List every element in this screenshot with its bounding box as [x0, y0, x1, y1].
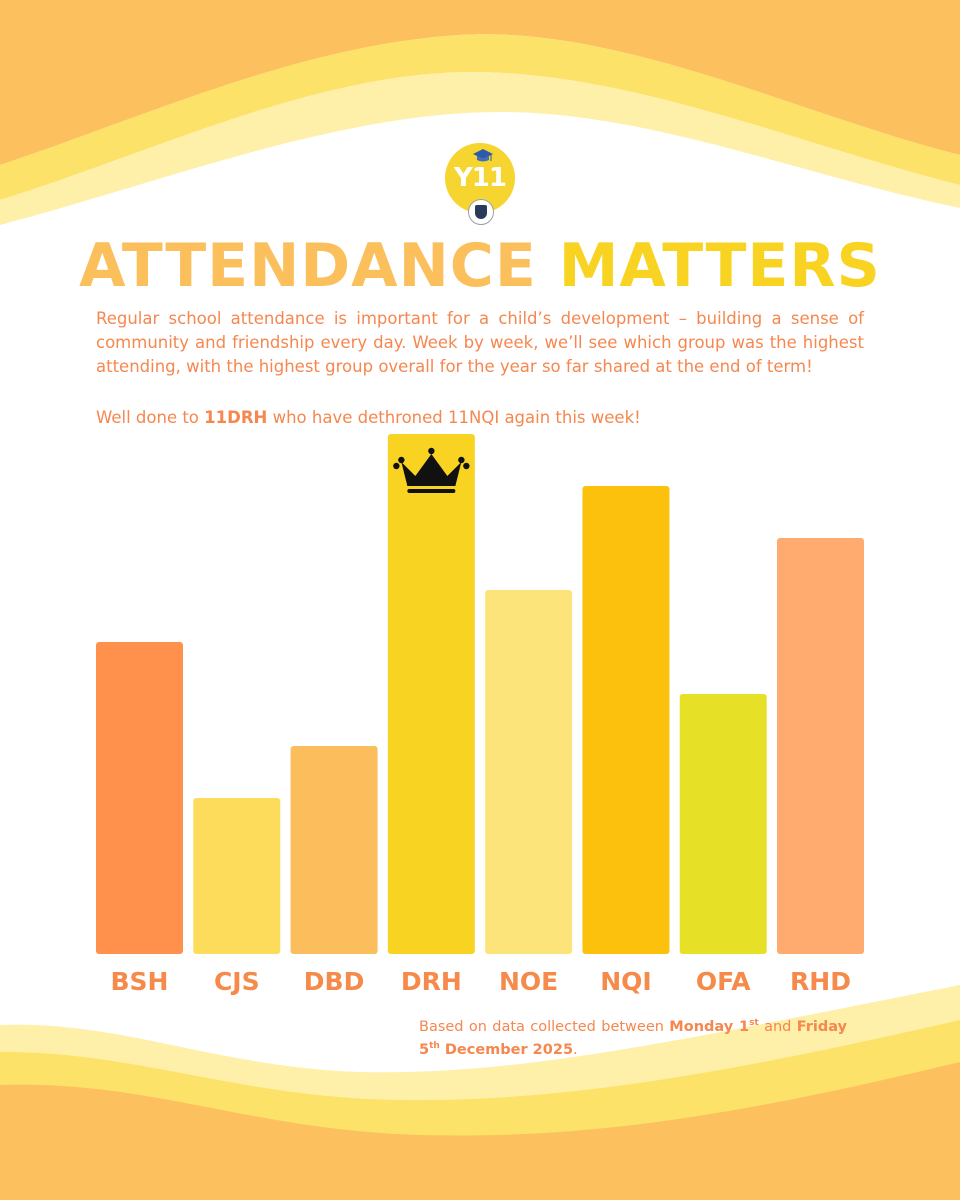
intro-paragraph: Regular school attendance is important f… [96, 309, 864, 376]
x-label-rhd: RHD [790, 967, 851, 996]
x-label-dbd: DBD [304, 967, 365, 996]
footnote-end: . [573, 1042, 578, 1058]
page-title: ATTENDANCE MATTERS [0, 228, 960, 304]
bar-bsh [96, 642, 183, 954]
x-label-drh: DRH [401, 967, 462, 996]
footnote-start-suffix: st [749, 1018, 759, 1028]
bar-drh [387, 434, 475, 954]
footnote-end-rest: December 2025 [439, 1042, 574, 1058]
footnote-text-1: Based on data collected between [419, 1019, 670, 1035]
attendance-bar-chart: BSH CJS DBD DRH NOE NQI OFA RHD [96, 434, 864, 996]
highlight-suffix: who have dethroned 11NQI again this week… [267, 408, 641, 427]
footnote-start-date: Monday 1st [669, 1018, 759, 1036]
highlight-line: Well done to 11DRH who have dethroned 11… [96, 406, 864, 430]
footnote-text-2: and [758, 1019, 797, 1035]
logo-text: Y11 [453, 163, 507, 193]
top-wave-dark [0, 0, 960, 165]
title-part-attendance: ATTENDANCE [79, 231, 537, 301]
top-wave-mid [0, 34, 960, 201]
graduation-cap-icon [473, 149, 493, 162]
bar-rhd [777, 538, 864, 954]
footnote: Based on data collected between Monday 1… [419, 1016, 847, 1062]
highlight-group: 11DRH [204, 408, 268, 427]
x-label-ofa: OFA [696, 967, 751, 996]
footnote-end-date: Friday 5th December 2025 [419, 1019, 847, 1058]
bar-dbd [290, 746, 378, 954]
crown-icon [393, 447, 470, 493]
x-label-noe: NOE [499, 967, 558, 996]
y11-logo: Y11 [445, 143, 515, 225]
bottom-wave-dark [0, 1062, 960, 1200]
top-wave-light [0, 71, 960, 225]
title-part-matters: MATTERS [558, 231, 881, 301]
footnote-end-day: Friday 5 [419, 1019, 847, 1058]
highlight-prefix: Well done to [96, 408, 205, 427]
x-label-nqi: NQI [600, 967, 651, 996]
footnote-start-day: Monday 1 [669, 1019, 750, 1035]
school-crest-icon [468, 199, 494, 225]
footnote-end-suffix: th [429, 1041, 440, 1051]
x-label-cjs: CJS [214, 967, 260, 996]
bar-cjs [193, 798, 281, 954]
bar-ofa [679, 694, 767, 954]
bar-nqi [582, 486, 670, 954]
x-label-bsh: BSH [111, 967, 169, 996]
bar-noe [485, 590, 573, 954]
